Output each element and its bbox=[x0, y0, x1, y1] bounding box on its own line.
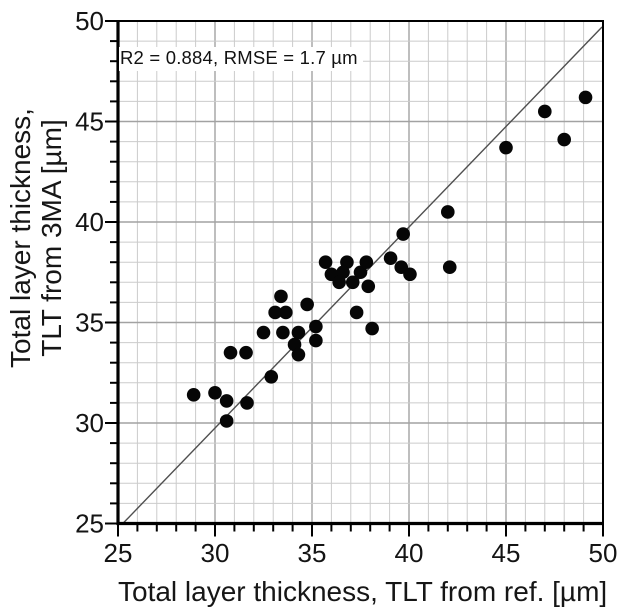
y-tick-label: 40 bbox=[75, 207, 104, 237]
data-point bbox=[300, 297, 314, 312]
stats-annotation: R2 = 0.884, RMSE = 1.7 µm bbox=[119, 47, 363, 71]
y-tick-label: 25 bbox=[75, 509, 104, 539]
data-point bbox=[332, 275, 346, 290]
data-point bbox=[219, 414, 234, 428]
data-point bbox=[359, 255, 374, 269]
y-axis-title: Total layer thickness, TLT from 3MA [µm] bbox=[5, 108, 67, 368]
y-tick-label: 45 bbox=[75, 107, 104, 137]
data-point bbox=[538, 104, 552, 119]
data-point bbox=[442, 260, 457, 275]
data-point bbox=[291, 347, 306, 362]
data-point bbox=[219, 394, 234, 408]
data-point bbox=[240, 396, 254, 410]
data-point bbox=[499, 140, 513, 155]
data-point bbox=[353, 265, 368, 280]
data-point bbox=[365, 321, 379, 336]
data-point bbox=[345, 275, 360, 290]
x-tick-label: 45 bbox=[492, 538, 521, 568]
data-point bbox=[279, 305, 293, 320]
data-point bbox=[223, 345, 238, 360]
data-point bbox=[268, 305, 282, 320]
data-point bbox=[309, 333, 323, 348]
data-point bbox=[291, 325, 306, 340]
data-point bbox=[441, 205, 455, 219]
data-point bbox=[264, 369, 279, 384]
data-point bbox=[557, 132, 571, 147]
x-tick-label: 25 bbox=[104, 538, 133, 568]
data-point bbox=[403, 267, 417, 282]
data-point bbox=[309, 319, 323, 334]
x-tick-label: 35 bbox=[298, 538, 327, 568]
data-point bbox=[274, 289, 288, 304]
data-point bbox=[256, 325, 271, 340]
data-point bbox=[186, 388, 201, 402]
data-point bbox=[349, 305, 364, 320]
y-axis-title-line1: Total layer thickness, bbox=[5, 108, 36, 368]
x-axis-title: Total layer thickness, TLT from ref. [µm… bbox=[118, 576, 608, 607]
data-point bbox=[361, 279, 376, 294]
data-point bbox=[318, 255, 333, 269]
y-tick-label: 35 bbox=[75, 308, 104, 338]
y-tick-label: 50 bbox=[75, 6, 104, 36]
data-point bbox=[276, 325, 290, 340]
y-tick-label: 30 bbox=[75, 408, 104, 438]
data-point bbox=[208, 386, 222, 400]
x-tick-label: 50 bbox=[589, 538, 618, 568]
x-tick-label: 30 bbox=[201, 538, 230, 568]
data-point bbox=[239, 345, 253, 360]
y-axis-title-line2: TLT from 3MA [µm] bbox=[36, 119, 67, 357]
data-point bbox=[396, 227, 410, 241]
data-point bbox=[578, 90, 593, 105]
data-point bbox=[383, 251, 398, 265]
x-tick-label: 40 bbox=[395, 538, 424, 568]
